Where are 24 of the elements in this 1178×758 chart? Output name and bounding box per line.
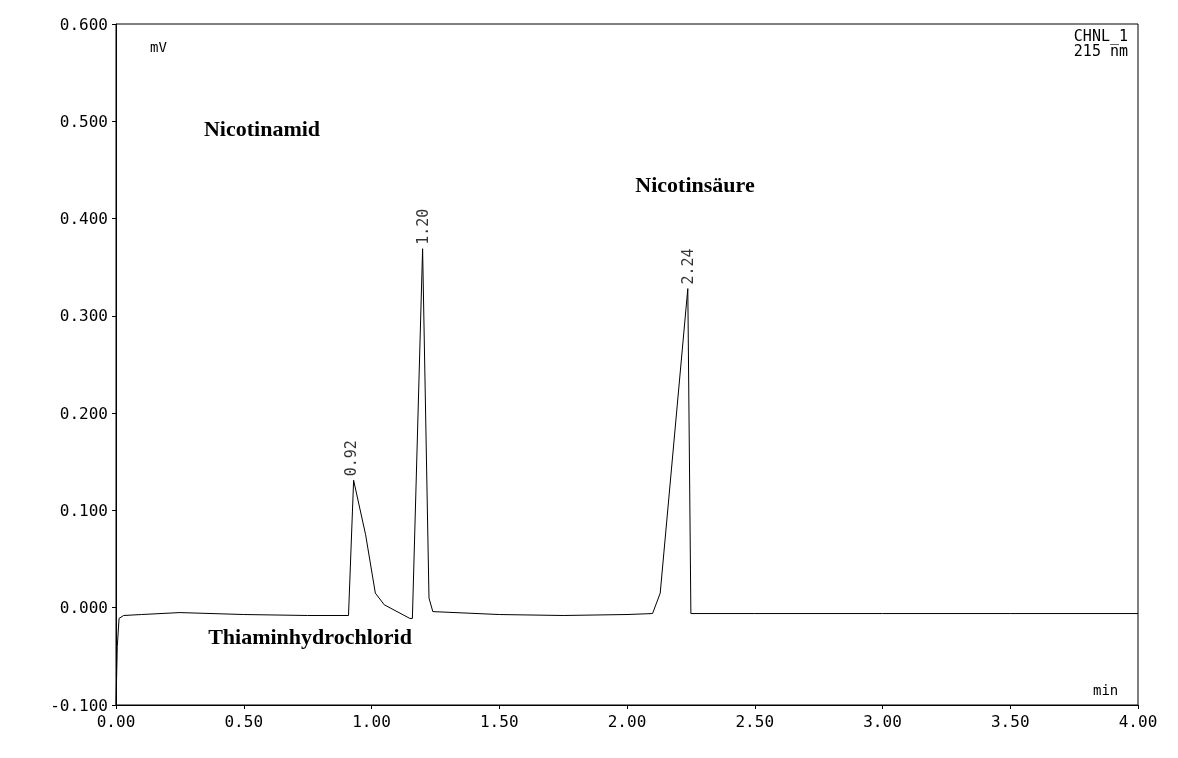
- x-tick-label: 2.00: [607, 711, 647, 731]
- y-tick-label: 0.000: [59, 598, 108, 618]
- x-tick-label: 3.00: [863, 711, 902, 731]
- x-tick-label: 0.50: [224, 711, 264, 731]
- annotation: 0.92: [342, 440, 361, 477]
- annotation: Nicotinamid: [203, 115, 321, 141]
- x-tick-label: 1.50: [479, 711, 519, 731]
- y-tick-label: 0.200: [59, 403, 108, 423]
- annotation: CHNL_1 215 nm: [1073, 26, 1128, 60]
- y-axis-title: mV: [150, 39, 168, 55]
- annotation: Thiaminhydrochlorid: [208, 623, 412, 649]
- x-tick-label: 4.00: [1118, 711, 1158, 731]
- y-tick-label: 0.600: [59, 14, 108, 34]
- annotation: Nicotinsäure: [635, 171, 755, 197]
- x-axis-title: min: [1093, 682, 1119, 698]
- annotation: 1.20: [413, 208, 432, 245]
- x-tick-label: 1.00: [352, 711, 391, 731]
- annotation: 2.24: [679, 248, 698, 285]
- y-tick-label: 0.400: [59, 209, 108, 229]
- x-tick-label: 3.50: [990, 711, 1030, 731]
- y-tick-label: 0.500: [59, 111, 108, 131]
- x-tick-label: 2.50: [735, 711, 775, 731]
- y-tick-label: 0.300: [59, 306, 108, 326]
- y-tick-label: 0.100: [59, 500, 108, 520]
